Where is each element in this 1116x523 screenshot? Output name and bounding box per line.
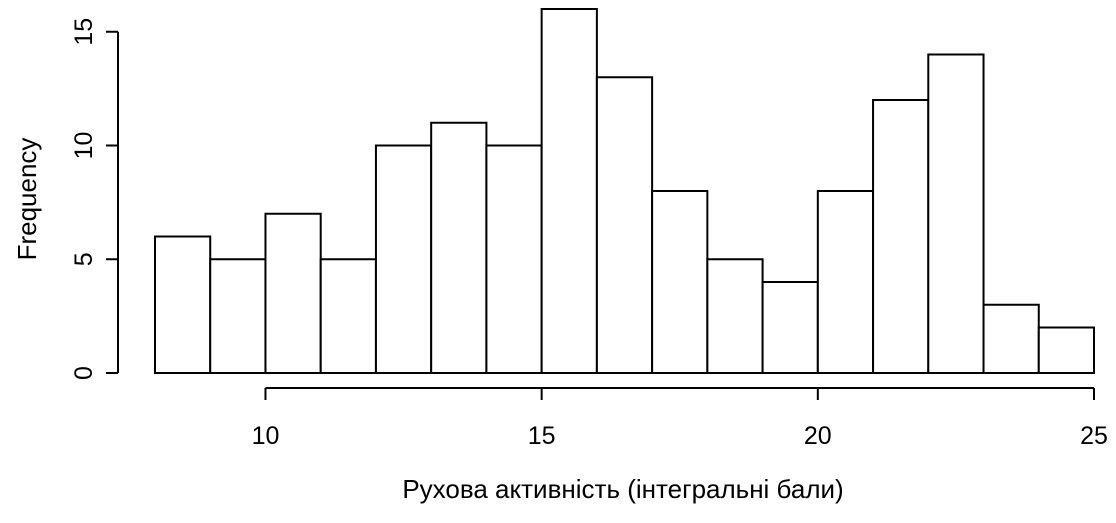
y-tick-label: 0 <box>70 366 98 380</box>
x-tick-label: 25 <box>1080 422 1108 450</box>
x-tick-label: 15 <box>528 422 556 450</box>
histogram-bar <box>319 258 377 374</box>
y-axis: 0 5 10 15 <box>70 18 119 380</box>
histogram-bar <box>1037 326 1095 374</box>
histogram-bar <box>154 235 212 374</box>
histogram-bar <box>706 258 764 374</box>
histogram-bar <box>927 53 985 374</box>
histogram-bar <box>374 144 433 374</box>
histogram-bar <box>595 76 654 374</box>
histogram-bar <box>540 8 598 374</box>
histogram-bar <box>430 121 488 374</box>
x-axis: 10 15 20 25 <box>252 387 1108 450</box>
y-axis-title: Frequency <box>12 138 42 261</box>
histogram-bar <box>651 190 709 374</box>
y-tick-label: 10 <box>70 132 98 160</box>
histogram-bar <box>761 281 819 374</box>
histogram-bar <box>485 144 543 374</box>
histogram-bar <box>264 212 322 374</box>
histogram-bar <box>209 258 267 374</box>
x-tick-label: 10 <box>252 422 280 450</box>
histogram-bar <box>982 303 1040 374</box>
bars <box>154 8 1095 374</box>
histogram-bar <box>816 190 875 374</box>
histogram-bar <box>872 99 930 374</box>
x-tick-label: 20 <box>804 422 832 450</box>
x-axis-title: Рухова активність (інтегральні бали) <box>402 474 843 504</box>
y-tick-label: 15 <box>70 18 98 46</box>
y-tick-label: 5 <box>70 252 98 266</box>
